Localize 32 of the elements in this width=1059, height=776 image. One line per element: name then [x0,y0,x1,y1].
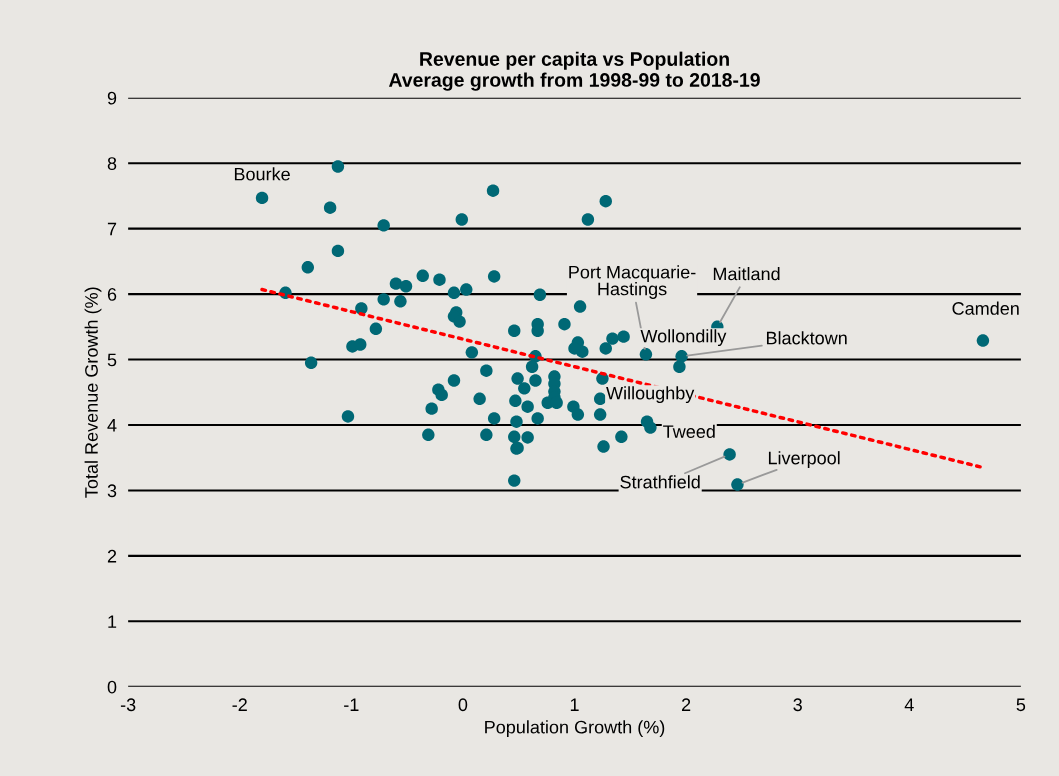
x-axis-title: Population Growth (%) [485,720,665,738]
y-tick-label: 3 [107,484,117,498]
annotation: Willoughby [606,386,695,404]
x-tick-label: 4 [904,698,914,711]
chart-title: Revenue per capita vs Population Average growth from 1998-99 to 2018-19 [388,51,760,91]
y-tick-label: 1 [108,615,117,628]
y-axis-title: Total Revenue Growth (%) [84,287,102,498]
y-tick-label: 6 [107,288,117,301]
annotation: Camden [952,301,1019,315]
y-tick-label: 2 [107,549,117,563]
x-tick-label: 5 [1016,698,1026,712]
annotation: Port Macquarie- Hastings [569,265,696,299]
annotation: Bourke [234,167,290,181]
y-tick-label: 7 [107,222,117,236]
x-tick-label: 3 [793,698,802,712]
x-tick-label: 2 [681,698,691,711]
x-tick-label: -3 [120,698,136,712]
annotation: Wollondilly [640,329,727,347]
y-tick-label: 5 [107,353,117,367]
annotation: Maitland [713,267,780,281]
annotation: Blacktown [766,331,847,345]
annotation: Liverpool [768,451,840,468]
y-tick-label: 4 [107,419,117,432]
y-tick-label: 9 [107,91,117,105]
y-tick-label: 8 [107,157,117,170]
x-tick-label: 1 [570,698,579,711]
annotation: Tweed [663,424,715,439]
y-tick-label: 0 [107,680,117,694]
x-tick-label: -1 [344,698,359,711]
x-tick-label: -2 [232,698,247,711]
x-tick-label: 0 [458,698,468,712]
annotation: Strathfield [620,475,700,489]
